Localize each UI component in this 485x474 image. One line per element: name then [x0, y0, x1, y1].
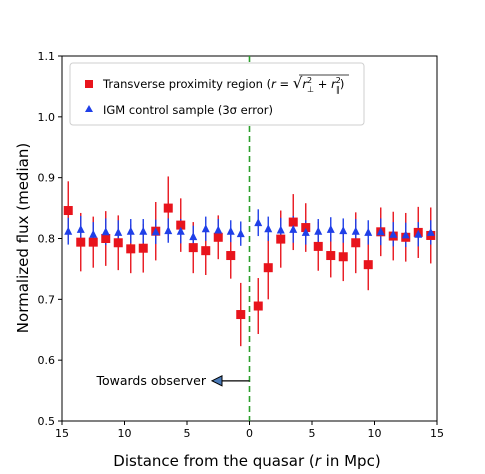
igm-data-point	[151, 227, 160, 236]
proximity-data-point	[263, 263, 273, 273]
proximity-data-point	[236, 310, 246, 320]
proximity-data-point	[113, 238, 123, 248]
igm-data-point	[264, 224, 273, 233]
proximity-data-point	[176, 220, 186, 230]
igm-data-point	[64, 226, 73, 235]
proximity-data-point	[138, 243, 148, 253]
igm-data-point	[254, 218, 263, 227]
x-axis-title-before: Distance from the quasar (	[113, 452, 314, 470]
legend-triangle-marker	[85, 105, 93, 112]
legend-formula-r-perp: r	[302, 77, 308, 91]
x-tick-label: 10	[368, 427, 382, 440]
proximity-data-point	[363, 260, 373, 270]
legend-formula-plus: +	[314, 77, 331, 91]
y-tick-label: 0.8	[38, 233, 56, 246]
igm-data-point	[364, 227, 373, 236]
y-tick-label: 0.5	[38, 415, 56, 428]
igm-data-point	[414, 229, 423, 238]
igm-data-point	[389, 229, 398, 238]
igm-data-point	[376, 227, 385, 236]
x-axis-title-after: in Mpc)	[321, 452, 381, 470]
proximity-data-point	[201, 246, 211, 256]
proximity-data-point	[276, 234, 286, 244]
igm-data-point	[101, 227, 110, 236]
axis-ticks: 15 10 5 0 5 10 150.50.60.70.80.91.01.1	[38, 50, 445, 440]
legend-formula-r-par: r	[331, 77, 337, 91]
igm-data-point	[76, 224, 85, 233]
igm-data-point	[289, 224, 298, 233]
igm-data-point	[114, 227, 123, 236]
igm-data-point	[89, 229, 98, 238]
y-axis-title: Normalized flux (median)	[14, 143, 32, 333]
igm-data-point	[314, 226, 323, 235]
igm-data-point	[139, 226, 148, 235]
igm-data-point	[426, 227, 435, 236]
x-axis-title-italic: r	[315, 452, 322, 470]
observer-annotation: Towards observer	[95, 373, 250, 388]
x-tick-label: 0	[246, 427, 253, 440]
y-tick-label: 0.9	[38, 172, 56, 185]
igm-data-point	[176, 226, 185, 235]
proximity-data-point	[88, 237, 98, 247]
proximity-data-point	[338, 252, 348, 262]
y-tick-label: 0.7	[38, 293, 56, 306]
annotation-arrow-head	[210, 375, 223, 387]
y-tick-label: 0.6	[38, 354, 56, 367]
marker-layer	[63, 203, 436, 320]
proximity-data-point	[213, 232, 223, 242]
y-tick-label: 1.1	[38, 50, 56, 63]
igm-data-point	[339, 226, 348, 235]
proximity-data-point	[63, 206, 73, 216]
y-tick-label: 1.0	[38, 111, 56, 124]
proximity-data-point	[313, 241, 323, 251]
igm-data-point	[214, 225, 223, 234]
igm-data-point	[226, 226, 235, 235]
legend-proximity-prefix: Transverse proximity region (	[102, 77, 271, 91]
legend-formula-perp-sub: ⊥	[307, 85, 314, 94]
igm-data-point	[276, 225, 285, 234]
legend: Transverse proximity region (r = √r2 ⊥ + …	[69, 62, 365, 126]
proximity-data-point	[253, 301, 263, 311]
legend-formula-sqrt: √	[293, 74, 303, 92]
legend-proximity-suffix: )	[340, 77, 345, 91]
legend-square-marker	[85, 80, 93, 88]
proximity-data-point	[351, 238, 361, 248]
legend-formula-eq: =	[276, 77, 293, 91]
igm-data-point	[401, 230, 410, 239]
igm-data-point	[164, 226, 173, 235]
proximity-data-point	[101, 234, 111, 243]
igm-data-point	[201, 224, 210, 233]
x-tick-label: 5	[184, 427, 191, 440]
x-tick-label: 15	[430, 427, 444, 440]
proximity-data-point	[226, 251, 236, 261]
legend-item-proximity: Transverse proximity region (r = √r2 ⊥ + …	[102, 74, 344, 94]
proximity-data-point	[326, 251, 336, 261]
x-tick-label: 5	[309, 427, 316, 440]
legend-formula-par-sub: ∥	[336, 85, 340, 94]
igm-data-point	[126, 226, 135, 235]
x-tick-label: 10	[118, 427, 132, 440]
igm-data-point	[326, 224, 335, 233]
legend-formula-r: r	[271, 77, 277, 91]
proximity-data-point	[163, 203, 173, 213]
x-tick-label: 15	[55, 427, 69, 440]
igm-data-point	[189, 232, 198, 241]
igm-data-point	[236, 229, 245, 238]
legend-formula-par-exp: 2	[336, 76, 341, 85]
proximity-data-point	[288, 217, 298, 227]
x-axis-title: Distance from the quasar (r in Mpc)	[113, 452, 380, 470]
legend-formula-perp-exp: 2	[307, 76, 312, 85]
annotation-label: Towards observer	[95, 373, 206, 388]
proximity-data-point	[301, 223, 311, 233]
igm-data-point	[301, 227, 310, 236]
proximity-data-point	[76, 237, 86, 247]
proximity-data-point	[126, 244, 136, 254]
legend-item-igm: IGM control sample (3σ error)	[103, 103, 273, 117]
igm-data-point	[351, 226, 360, 235]
proximity-data-point	[188, 243, 198, 253]
